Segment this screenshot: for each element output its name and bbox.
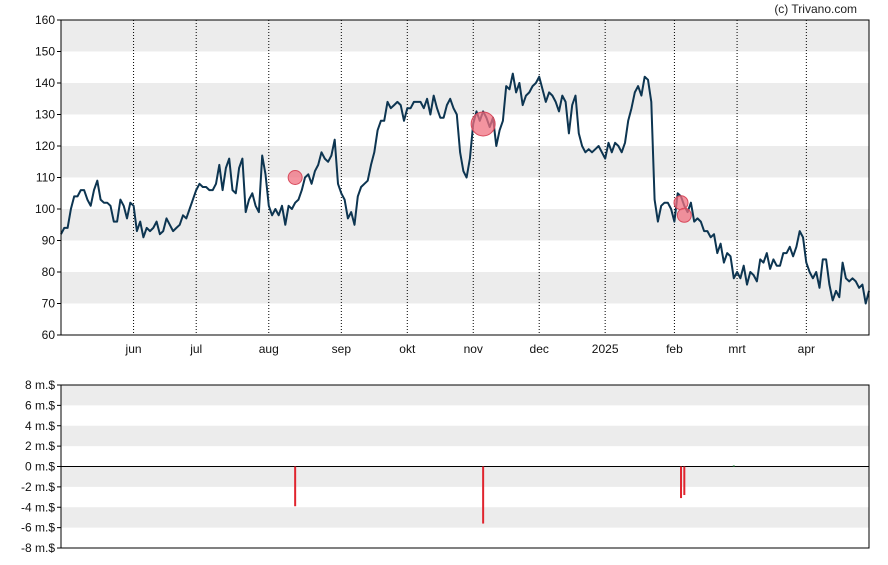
credit-label: (c) Trivano.com <box>774 2 857 16</box>
x-tick-label: mrt <box>728 342 746 356</box>
price-frame <box>60 19 870 336</box>
volume-y-tick-label: 0 m.$ <box>25 460 55 474</box>
volume-y-tick-label: 2 m.$ <box>25 439 55 453</box>
x-tick-label: nov <box>464 342 483 356</box>
volume-grid-band <box>61 425 869 447</box>
price-panel: jun jul aug sep okt nov dec 2025 feb mrt apr 60 70 80… <box>35 13 870 356</box>
volume-frame <box>60 384 870 549</box>
x-tick-label: dec <box>530 342 549 356</box>
volume-y-tick-label: 6 m.$ <box>25 398 55 412</box>
price-series-line <box>60 72 870 305</box>
y-tick-label: 90 <box>42 234 56 248</box>
y-tick-label: 70 <box>42 297 56 311</box>
volume-grid-band <box>61 507 869 528</box>
y-tick-label: 60 <box>42 328 56 342</box>
y-tick-label: 120 <box>35 139 55 153</box>
volume-y-tick-label: -2 m.$ <box>21 480 55 494</box>
volume-grid-band <box>61 466 869 487</box>
trade-marker <box>676 207 692 223</box>
y-tick-label: 150 <box>35 45 55 59</box>
trade-marker <box>287 170 303 185</box>
volume-panel: -8 m.$ -6 m.$ -4 m.$ -2 m.$ 0 m.$ 2 m.$ 4 m.$ 6… <box>21 378 870 555</box>
x-tick-label: feb <box>666 342 683 356</box>
volume-grid-band <box>61 385 869 406</box>
y-tick-label: 110 <box>36 171 55 185</box>
x-tick-label: jun <box>125 342 142 356</box>
price-grid-band <box>61 209 869 241</box>
y-tick-label: 160 <box>35 13 55 27</box>
volume-y-tick-label: -8 m.$ <box>21 541 55 555</box>
trade-marker <box>673 195 689 211</box>
volume-y-tick-label: -4 m.$ <box>21 500 55 514</box>
volume-y-tick-label: 4 m.$ <box>25 419 55 433</box>
volume-y-tick-label: -6 m.$ <box>21 521 55 535</box>
volume-y-tick-label: 8 m.$ <box>25 378 55 392</box>
x-tick-label: 2025 <box>592 342 619 356</box>
y-tick-label: 140 <box>35 76 55 90</box>
price-grid-band <box>61 272 869 304</box>
x-tick-label: jul <box>189 342 202 356</box>
price-grid-band <box>61 20 869 52</box>
y-tick-label: 80 <box>42 265 56 279</box>
x-tick-label: apr <box>798 342 815 356</box>
trade-marker <box>470 111 496 137</box>
y-tick-label: 100 <box>35 202 55 216</box>
x-tick-label: sep <box>332 342 352 356</box>
x-tick-label: okt <box>399 342 416 356</box>
x-tick-label: aug <box>259 342 279 356</box>
price-grid-band <box>61 83 869 115</box>
y-tick-label: 130 <box>35 108 55 122</box>
